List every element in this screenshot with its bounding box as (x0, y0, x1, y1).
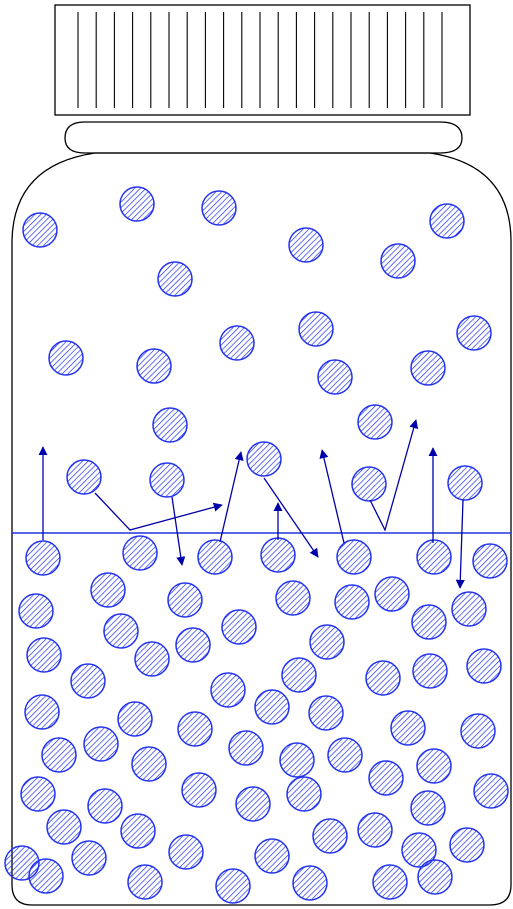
vapor-molecule (381, 244, 415, 278)
liquid-molecule (276, 581, 310, 615)
liquid-molecule (369, 761, 403, 795)
vapor-molecule (120, 187, 154, 221)
liquid-molecule (211, 673, 245, 707)
vapor-molecule (67, 460, 101, 494)
vapor-molecule (150, 463, 184, 497)
liquid-molecule (366, 661, 400, 695)
motion-arrow (95, 493, 222, 530)
liquid-molecule (255, 839, 289, 873)
vapor-molecule (448, 466, 482, 500)
vapor-molecule (23, 213, 57, 247)
liquid-molecule (310, 625, 344, 659)
vapor-molecule (137, 349, 171, 383)
liquid-molecule (255, 690, 289, 724)
liquid-molecule (280, 743, 314, 777)
liquid-molecule (287, 777, 321, 811)
vapor-molecule (247, 442, 281, 476)
liquid-molecule (91, 573, 125, 607)
jar-neck-ring (65, 122, 462, 153)
liquid-molecule (222, 610, 256, 644)
liquid-molecule (452, 592, 486, 626)
liquid-molecule (104, 614, 138, 648)
motion-arrow (220, 452, 241, 542)
motion-arrow (460, 500, 463, 588)
liquid-molecule (417, 749, 451, 783)
vapor-molecule (457, 316, 491, 350)
liquid-molecule (335, 585, 369, 619)
liquid-molecule (42, 738, 76, 772)
liquid-molecule (47, 810, 81, 844)
cap-ridges (78, 12, 442, 108)
liquid-molecule (135, 642, 169, 676)
liquid-molecule (168, 583, 202, 617)
liquid-molecule (88, 789, 122, 823)
jar-cap (55, 5, 470, 115)
liquid-molecule (26, 541, 60, 575)
liquid-molecule (328, 738, 362, 772)
liquid-molecule (261, 538, 295, 572)
liquid-molecule (71, 664, 105, 698)
liquid-molecule (373, 865, 407, 899)
liquid-molecule (29, 859, 63, 893)
liquid-molecule (176, 628, 210, 662)
liquid-molecule (118, 702, 152, 736)
liquid-molecule (84, 727, 118, 761)
liquid-molecule (132, 747, 166, 781)
liquid-molecule (121, 814, 155, 848)
liquid-molecule (169, 835, 203, 869)
vapor-molecule (158, 262, 192, 296)
liquid-molecule (461, 714, 495, 748)
vapor-molecule (153, 408, 187, 442)
liquid-molecule (411, 791, 445, 825)
vapor-molecule (220, 326, 254, 360)
vapor-molecule (202, 191, 236, 225)
vapor-molecule (352, 467, 386, 501)
liquid-molecule (216, 869, 250, 903)
liquid-molecule (337, 540, 371, 574)
liquid-molecule (417, 540, 451, 574)
liquid-molecule (25, 695, 59, 729)
molecules (5, 187, 508, 903)
liquid-molecule (313, 819, 347, 853)
motion-arrow (172, 497, 182, 565)
liquid-molecule (198, 540, 232, 574)
liquid-molecule (182, 773, 216, 807)
liquid-molecule (391, 711, 425, 745)
vapor-molecule (358, 405, 392, 439)
liquid-molecule (473, 544, 507, 578)
liquid-molecule (128, 865, 162, 899)
vapor-molecule (299, 312, 333, 346)
liquid-molecule (178, 712, 212, 746)
liquid-molecule (282, 658, 316, 692)
liquid-molecule (358, 813, 392, 847)
liquid-molecule (72, 841, 106, 875)
vapor-molecule (318, 360, 352, 394)
liquid-molecule (474, 774, 508, 808)
liquid-molecule (418, 860, 452, 894)
vapor-molecule (411, 351, 445, 385)
vapor-molecule (430, 204, 464, 238)
liquid-molecule (229, 731, 263, 765)
vapor-molecule (49, 341, 83, 375)
liquid-molecule (375, 577, 409, 611)
liquid-molecule (413, 654, 447, 688)
motion-arrow (322, 450, 344, 543)
liquid-molecule (19, 594, 53, 628)
liquid-molecule (236, 787, 270, 821)
vapor-molecule (289, 228, 323, 262)
liquid-molecule (467, 649, 501, 683)
liquid-molecule (123, 536, 157, 570)
liquid-molecule (293, 866, 327, 900)
liquid-molecule (21, 777, 55, 811)
liquid-molecule (412, 605, 446, 639)
liquid-molecule (450, 828, 484, 862)
liquid-molecule (27, 638, 61, 672)
liquid-molecule (309, 696, 343, 730)
